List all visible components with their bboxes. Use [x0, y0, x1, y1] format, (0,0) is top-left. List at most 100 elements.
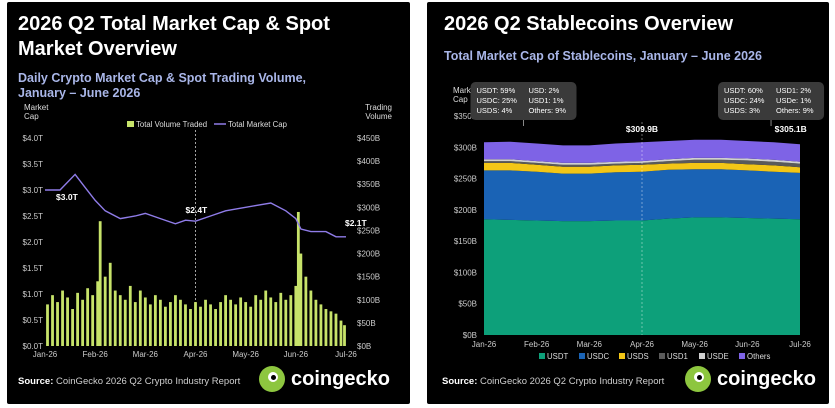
- volume-bar: [239, 297, 243, 346]
- volume-bar: [98, 221, 102, 346]
- callout-text: USDe: 1%: [776, 96, 811, 105]
- volume-bar: [71, 309, 74, 346]
- volume-bar: [319, 304, 323, 346]
- y-tick-label: $350B: [454, 112, 477, 121]
- y-tick-label: $100B: [454, 268, 477, 277]
- x-tick-label: Mar-26: [133, 350, 159, 359]
- volume-bar: [189, 309, 192, 346]
- callout-text: USD1: 2%: [776, 86, 811, 95]
- volume-bar: [274, 302, 278, 346]
- left-brand-name: coingecko: [291, 368, 390, 390]
- y-tick-label: $50B: [458, 300, 477, 309]
- volume-bar: [86, 288, 90, 346]
- volume-bar: [66, 297, 69, 346]
- x-tick-label: Jul-26: [335, 350, 357, 359]
- legend-label-usd1: USD1: [667, 352, 688, 361]
- x-tick-label: Mar-26: [577, 340, 603, 349]
- volume-bar: [269, 297, 273, 346]
- y-axis-label-2: Cap: [453, 95, 468, 104]
- legend-swatch-usdt: [539, 353, 545, 359]
- legend-market-cap-label: Total Market Cap: [228, 120, 288, 129]
- volume-bar: [153, 295, 157, 346]
- left-y-axis-label-1: Market: [24, 103, 49, 112]
- stablecoin-total-annotation: $309.9B: [626, 124, 658, 134]
- volume-bar: [279, 292, 283, 346]
- left-y-tick-label: $3.0T: [23, 186, 44, 195]
- volume-bar: [334, 313, 338, 346]
- right-y-tick-label: $150B: [357, 273, 380, 282]
- y-tick-label: $150B: [454, 237, 477, 246]
- volume-bar: [314, 299, 318, 346]
- gecko-logo-icon: [685, 366, 711, 392]
- volume-bar: [259, 299, 263, 346]
- volume-bar: [174, 295, 177, 346]
- callout-text: USDC: 24%: [724, 96, 765, 105]
- right-y-tick-label: $250B: [357, 226, 380, 235]
- volume-bar: [118, 295, 122, 346]
- volume-bar: [284, 299, 288, 346]
- legend-label-usds: USDS: [627, 352, 649, 361]
- callout-text: USDS: 4%: [477, 106, 513, 115]
- left-source: Source: CoinGecko 2026 Q2 Crypto Industr…: [18, 376, 240, 387]
- volume-bar: [264, 290, 268, 346]
- volume-bar: [219, 302, 222, 346]
- y-tick-label: $0B: [463, 331, 477, 340]
- market-cap-annotation: $3.0T: [56, 192, 79, 202]
- legend-swatch-others: [739, 353, 745, 359]
- volume-bar: [229, 299, 233, 346]
- left-y-tick-label: $2.0T: [23, 238, 44, 247]
- x-tick-label: Jun-26: [284, 350, 309, 359]
- area-usds: [484, 162, 800, 174]
- gecko-logo-icon: [259, 366, 285, 392]
- volume-bar: [199, 306, 202, 346]
- callout-text: USDT: 59%: [477, 86, 516, 95]
- volume-bar: [158, 299, 162, 346]
- x-tick-label: Jan-26: [472, 340, 497, 349]
- volume-bar: [91, 295, 95, 346]
- volume-bar: [184, 304, 187, 346]
- volume-bar: [343, 325, 346, 346]
- legend-swatch-usd1: [659, 353, 665, 359]
- legend-label-usde: USDE: [707, 352, 729, 361]
- volume-bar: [339, 320, 343, 346]
- x-tick-label: Feb-26: [524, 340, 550, 349]
- volume-bar: [294, 285, 298, 346]
- left-title-line2: Market Overview: [18, 38, 177, 60]
- legend-swatch-usde: [699, 353, 705, 359]
- left-subtitle-line2: January – June 2026: [18, 86, 141, 100]
- market-cap-line: [45, 173, 346, 238]
- market-cap-annotation: $2.1T: [345, 218, 368, 228]
- volume-bar: [81, 299, 85, 346]
- volume-bar: [164, 306, 167, 346]
- callout-box: [470, 82, 577, 120]
- right-brand-name: coingecko: [717, 368, 816, 390]
- legend-swatch-usdc: [579, 353, 585, 359]
- volume-bar: [169, 302, 172, 346]
- stablecoin-total-annotation: $305.1B: [775, 124, 807, 134]
- y-axis-label-1: Market: [453, 86, 478, 95]
- volume-bar: [329, 311, 333, 346]
- x-tick-label: Jul-26: [789, 340, 811, 349]
- volume-bar: [194, 302, 197, 346]
- legend-volume-label: Total Volume Traded: [136, 120, 207, 129]
- volume-bar: [224, 295, 227, 346]
- volume-bar: [304, 276, 308, 346]
- left-y-tick-label: $3.5T: [23, 160, 44, 169]
- volume-bar: [299, 253, 303, 346]
- volume-bar: [249, 306, 253, 346]
- x-tick-label: Apr-26: [183, 350, 208, 359]
- callout-text: USDS: 3%: [724, 106, 760, 115]
- volume-bar: [244, 302, 248, 346]
- volume-bar: [296, 211, 300, 346]
- right-y-tick-label: $100B: [357, 296, 380, 305]
- x-tick-label: Apr-26: [630, 340, 655, 349]
- left-y-tick-label: $0.5T: [23, 316, 44, 325]
- left-y-tick-label: $4.0T: [23, 134, 44, 143]
- callout-text: USD: 2%: [529, 86, 560, 95]
- legend-label-usdc: USDC: [587, 352, 609, 361]
- volume-bar: [179, 299, 182, 346]
- legend-label-usdt: USDT: [547, 352, 568, 361]
- right-y-tick-label: $400B: [357, 157, 380, 166]
